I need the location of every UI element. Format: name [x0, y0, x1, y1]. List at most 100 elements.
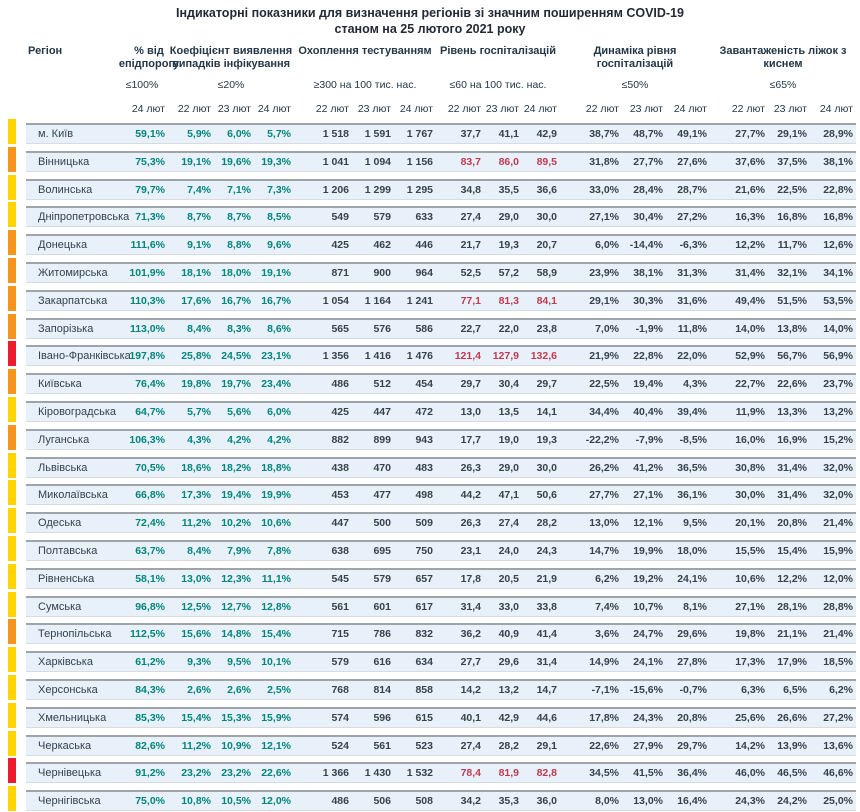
value-coef-23: 9,5% [227, 656, 251, 669]
value-test-23: 579 [373, 211, 391, 224]
value-hosp-22: 26,3 [460, 461, 481, 474]
region-status-marker [8, 285, 16, 311]
value-test-24: 1 241 [406, 294, 433, 307]
value-hosp-23: 81,9 [498, 767, 519, 780]
value-hosp-22: 17,8 [460, 572, 481, 585]
value-coef-23: 19,7% [221, 378, 251, 391]
value-test-23: 576 [373, 322, 391, 335]
value-dyn-24: 20,8% [677, 711, 707, 724]
value-oxy-23: 21,1% [777, 628, 807, 641]
value-dyn-22: 27,1% [589, 211, 619, 224]
value-hosp-24: 30,0 [536, 461, 557, 474]
value-epid-24: 75,3% [135, 155, 165, 168]
value-hosp-22: 40,1 [460, 711, 481, 724]
value-hosp-24: 132,6 [530, 350, 557, 363]
region-label: Рівненська [38, 572, 95, 585]
value-hosp-23: 27,4 [498, 517, 519, 530]
value-hosp-23: 28,2 [498, 739, 519, 752]
value-dyn-22: 34,5% [589, 767, 619, 780]
region-status-marker [8, 647, 16, 673]
region-label: Чернівецька [38, 767, 102, 780]
value-hosp-22: 121,4 [454, 350, 481, 363]
value-test-24: 750 [415, 544, 433, 557]
value-epid-24: 96,8% [135, 600, 165, 613]
value-oxy-23: 37,5% [777, 155, 807, 168]
value-dyn-22: 13,0% [589, 517, 619, 530]
table-row: Полтавська 63,7% 8,4% 7,9% 7,8% 638 695 … [0, 534, 860, 562]
value-oxy-23: 16,8% [777, 211, 807, 224]
value-hosp-23: 19,0 [498, 433, 519, 446]
value-test-24: 1 156 [406, 155, 433, 168]
table-row-band: Вінницька 75,3% 19,1% 19,6% 19,3% 1 041 … [26, 150, 856, 172]
value-oxy-22: 14,2% [735, 739, 765, 752]
column-header-hospitalization-level: Рівень госпіталізацій [440, 45, 556, 57]
table-row-band: Харківська 61,2% 9,3% 9,5% 10,1% 579 616… [26, 651, 856, 673]
value-hosp-24: 24,3 [536, 544, 557, 557]
value-oxy-23: 11,7% [777, 239, 807, 252]
value-oxy-24: 13,6% [823, 739, 853, 752]
value-test-23: 695 [373, 544, 391, 557]
value-oxy-24: 32,0% [823, 489, 853, 502]
value-test-24: 509 [415, 517, 433, 530]
table-row-band: Івано-Франківська 197,8% 25,8% 24,5% 23,… [26, 345, 856, 367]
value-hosp-23: 29,6 [498, 656, 519, 669]
value-dyn-23: 41,2% [633, 461, 663, 474]
page-title: Індикаторні показники для визначення рег… [0, 0, 860, 45]
value-coef-22: 17,6% [181, 294, 211, 307]
table-row: Івано-Франківська 197,8% 25,8% 24,5% 23,… [0, 339, 860, 367]
value-hosp-23: 30,4 [498, 378, 519, 391]
region-status-marker [8, 674, 16, 700]
value-oxy-24: 28,8% [823, 600, 853, 613]
value-dyn-23: 48,7% [633, 128, 663, 140]
value-oxy-23: 24,2% [777, 795, 807, 808]
value-hosp-23: 127,9 [492, 350, 519, 363]
region-status-marker [8, 480, 16, 506]
value-test-24: 1 532 [406, 767, 433, 780]
table-row-band: Рівненська 58,1% 13,0% 12,3% 11,1% 545 5… [26, 567, 856, 589]
value-epid-24: 64,7% [135, 405, 165, 418]
value-test-23: 1 416 [364, 350, 391, 363]
value-oxy-22: 14,0% [735, 322, 765, 335]
value-epid-24: 112,5% [129, 628, 165, 641]
value-coef-23: 8,7% [227, 211, 251, 224]
value-hosp-23: 33,0 [498, 600, 519, 613]
value-coef-23: 5,6% [227, 405, 251, 418]
region-status-marker [8, 257, 16, 283]
value-hosp-22: 34,8 [460, 183, 481, 196]
value-dyn-24: 4,3% [683, 378, 707, 391]
table-row-band: Полтавська 63,7% 8,4% 7,9% 7,8% 638 695 … [26, 539, 856, 561]
region-label: Київська [38, 378, 82, 391]
value-dyn-22: 27,7% [589, 489, 619, 502]
value-hosp-23: 81,3 [498, 294, 519, 307]
value-dyn-23: 24,3% [633, 711, 663, 724]
region-label: Херсонська [38, 683, 98, 696]
value-dyn-24: 27,8% [677, 656, 707, 669]
value-hosp-24: 29,7 [536, 378, 557, 391]
value-test-23: 579 [373, 572, 391, 585]
value-hosp-23: 86,0 [498, 155, 519, 168]
value-hosp-24: 14,7 [536, 683, 557, 696]
value-oxy-22: 22,7% [735, 378, 765, 391]
table-row: Дніпропетровська 71,3% 8,7% 8,7% 8,5% 54… [0, 200, 860, 228]
value-hosp-23: 40,9 [498, 628, 519, 641]
value-epid-24: 110,3% [129, 294, 165, 307]
value-hosp-22: 23,1 [460, 544, 481, 557]
value-epid-24: 59,1% [135, 128, 165, 140]
value-coef-24: 16,7% [261, 294, 291, 307]
value-epid-24: 84,3% [135, 683, 165, 696]
value-hosp-23: 29,0 [498, 211, 519, 224]
value-test-22: 1 518 [322, 128, 349, 140]
value-test-22: 486 [331, 795, 349, 808]
table-row: Закарпатська 110,3% 17,6% 16,7% 16,7% 1 … [0, 284, 860, 312]
value-oxy-22: 25,6% [735, 711, 765, 724]
value-coef-24: 11,1% [261, 572, 291, 585]
table-row: Хмельницька 85,3% 15,4% 15,3% 15,9% 574 … [0, 701, 860, 729]
value-test-24: 617 [415, 600, 433, 613]
value-coef-22: 19,1% [181, 155, 211, 168]
value-dyn-23: 12,1% [633, 517, 663, 530]
value-coef-24: 2,5% [267, 683, 291, 696]
value-coef-24: 10,1% [261, 656, 291, 669]
value-coef-23: 15,3% [221, 711, 251, 724]
value-hosp-24: 31,4 [536, 656, 557, 669]
value-epid-24: 197,8% [129, 350, 165, 363]
